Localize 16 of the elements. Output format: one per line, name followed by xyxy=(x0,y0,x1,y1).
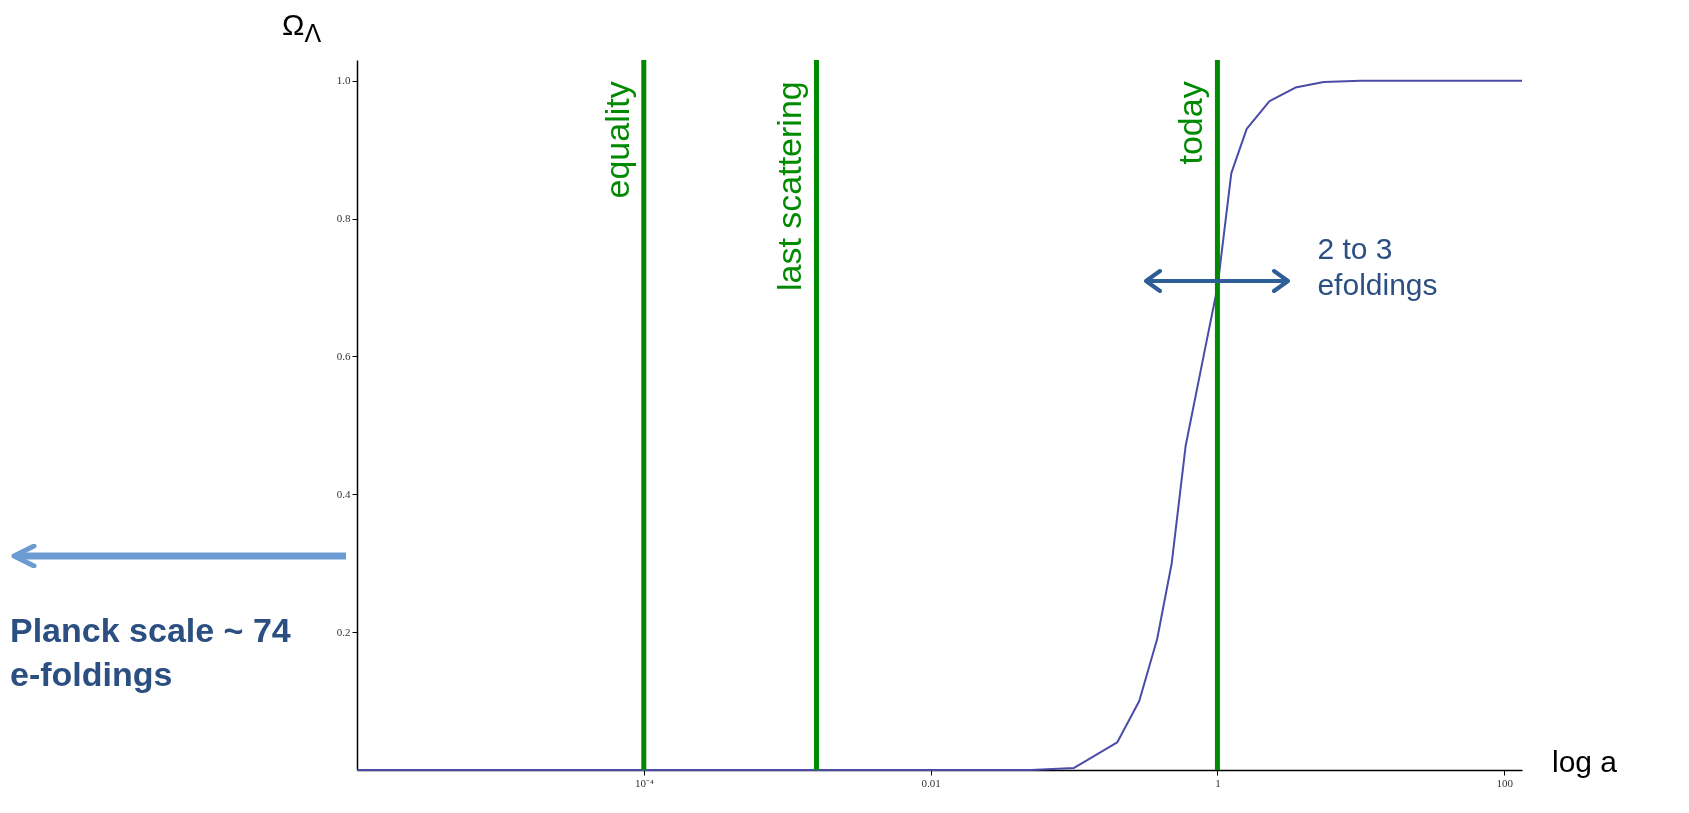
ref-line-label: today xyxy=(1171,81,1210,165)
x-tick-label: 0.01 xyxy=(921,776,941,789)
x-tick-label: 1 xyxy=(1215,776,1221,789)
ref-line-label: equality xyxy=(597,81,636,199)
y-axis-title: Ω$_{Λ}$ xyxy=(282,8,322,48)
text: Planck scale ~ 74 e-foldings xyxy=(10,610,292,696)
x-tick-label: 10⁻⁴ xyxy=(634,776,654,789)
y-tick-label: 1.0 xyxy=(336,74,351,87)
y-tick-label: 0.2 xyxy=(336,625,351,638)
y-tick-label: 0.6 xyxy=(336,349,351,362)
x-tick-label: 100 xyxy=(1496,776,1514,789)
annotation: 2 to 3 efoldings xyxy=(1317,230,1439,303)
ref-line-label: last scattering xyxy=(770,81,809,292)
x-axis-title: log a xyxy=(1552,745,1618,779)
y-tick-label: 0.4 xyxy=(336,487,351,500)
y-tick-label: 0.8 xyxy=(336,212,351,225)
